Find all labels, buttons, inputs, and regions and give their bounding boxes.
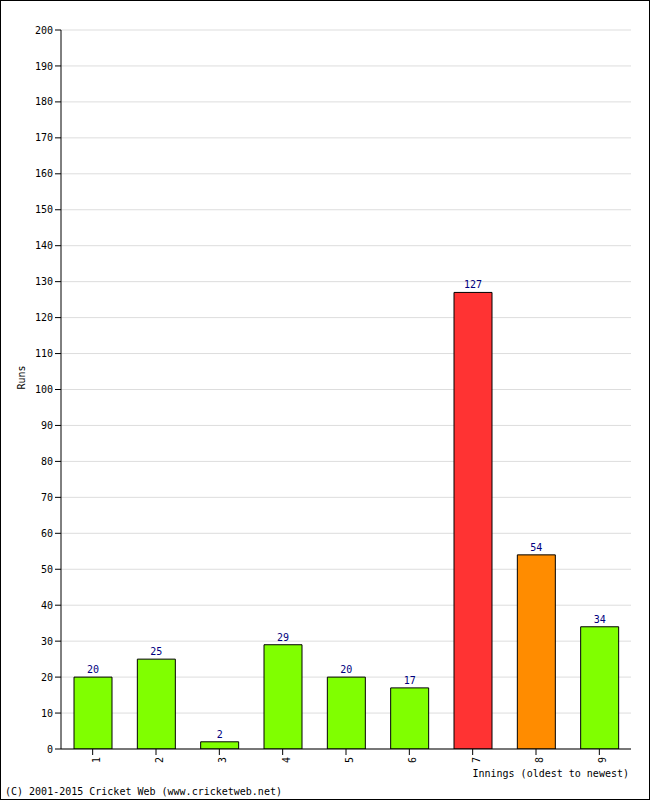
svg-text:54: 54 (530, 542, 542, 553)
svg-text:20: 20 (87, 664, 99, 675)
svg-text:100: 100 (35, 384, 53, 395)
svg-text:8: 8 (534, 757, 545, 763)
svg-text:17: 17 (404, 675, 416, 686)
svg-text:29: 29 (277, 632, 289, 643)
svg-text:80: 80 (41, 456, 53, 467)
svg-text:Runs: Runs (16, 365, 27, 389)
svg-text:110: 110 (35, 348, 53, 359)
svg-text:40: 40 (41, 600, 53, 611)
svg-text:140: 140 (35, 240, 53, 251)
svg-text:0: 0 (47, 744, 53, 755)
svg-text:25: 25 (150, 646, 162, 657)
svg-text:130: 130 (35, 276, 53, 287)
svg-text:4: 4 (281, 757, 292, 763)
html-text:(C) 2001-2015 Cricket Web (www: (C) 2001-2015 Cricket Web (www.cricketwe… (5, 786, 282, 797)
svg-text:20: 20 (41, 672, 53, 683)
svg-text:34: 34 (594, 614, 606, 625)
svg-text:60: 60 (41, 528, 53, 539)
svg-text:5: 5 (344, 757, 355, 763)
svg-text:2: 2 (154, 757, 165, 763)
svg-text:90: 90 (41, 420, 53, 431)
svg-text:9: 9 (597, 757, 608, 763)
svg-text:20: 20 (340, 664, 352, 675)
svg-text:150: 150 (35, 204, 53, 215)
svg-text:170: 170 (35, 132, 53, 143)
svg-text:6: 6 (407, 757, 418, 763)
svg-text:50: 50 (41, 564, 53, 575)
svg-text:200: 200 (35, 25, 53, 36)
svg-text:180: 180 (35, 96, 53, 107)
svg-text:160: 160 (35, 168, 53, 179)
svg-text:190: 190 (35, 61, 53, 72)
svg-text:30: 30 (41, 636, 53, 647)
svg-text:120: 120 (35, 312, 53, 323)
svg-text:2: 2 (217, 729, 223, 740)
svg-text:1: 1 (91, 757, 102, 763)
svg-text:10: 10 (41, 708, 53, 719)
svg-text:127: 127 (464, 279, 482, 290)
html-text:Innings (oldest to newest): Innings (oldest to newest) (472, 768, 629, 779)
svg-text:3: 3 (217, 757, 228, 763)
svg-text:70: 70 (41, 492, 53, 503)
svg-text:7: 7 (471, 757, 482, 763)
